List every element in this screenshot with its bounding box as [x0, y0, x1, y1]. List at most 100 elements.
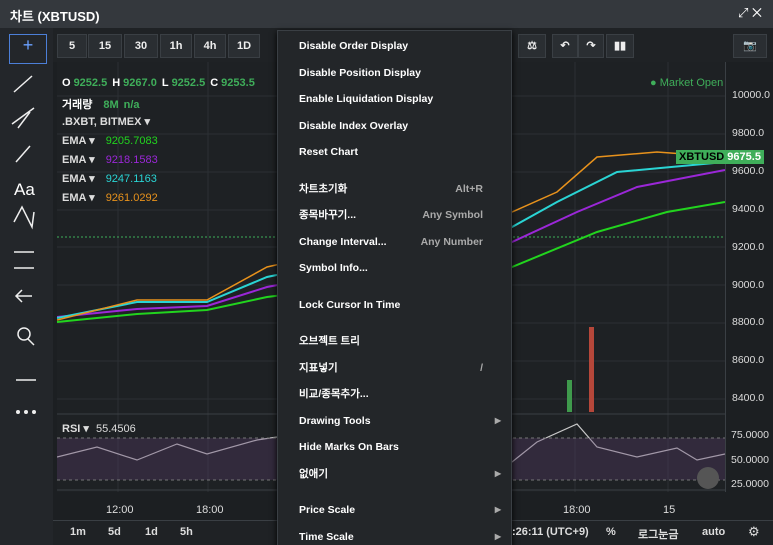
- price-tag: XBTUSD 9675.5: [676, 150, 764, 164]
- menu-label: 오브젝트 트리: [299, 335, 360, 347]
- volume-part: 8M: [103, 99, 119, 111]
- interval-button[interactable]: 1h: [160, 34, 192, 58]
- menu-label: Change Interval...: [299, 235, 387, 248]
- menu-item[interactable]: 차트초기화 Alt+R: [299, 176, 501, 202]
- menu-label: Lock Cursor In Time: [299, 298, 401, 311]
- settings-button[interactable]: ⚙: [748, 524, 760, 539]
- menu-shortcut: Any Number: [420, 235, 483, 248]
- menu-item[interactable]: Hide Marks On Bars: [299, 434, 501, 460]
- ema-value: 9261.0292: [105, 192, 158, 204]
- volume-part: n/a: [123, 99, 140, 111]
- menu-item[interactable]: Disable Index Overlay: [299, 113, 501, 139]
- ema-legend: EMA ▾ 9205.7083: [62, 135, 158, 147]
- menu-item[interactable]: Disable Order Display: [299, 33, 501, 59]
- ohlc-key: C: [210, 77, 219, 89]
- rsi-label: RSI: [62, 423, 81, 435]
- bottom-clock: :26:11 (UTC+9): [512, 526, 589, 538]
- range-button[interactable]: 1m: [70, 526, 86, 538]
- menu-label: Drawing Tools: [299, 414, 371, 427]
- range-button[interactable]: 5h: [180, 526, 193, 538]
- ohlc-value: 9253.5: [221, 77, 255, 89]
- compare-button[interactable]: ⚖: [518, 34, 546, 58]
- menu-item[interactable]: Reset Chart: [299, 139, 501, 165]
- context-menu: Disable Order Display Disable Position Di…: [277, 30, 512, 545]
- submenu-arrow: ▶: [494, 415, 501, 425]
- price-label: 8400.0: [732, 392, 765, 405]
- bottom-auto[interactable]: auto: [702, 526, 726, 538]
- menu-label: Enable Liquidation Display: [299, 93, 434, 105]
- ema-label: EMA: [62, 154, 87, 166]
- menu-label: Disable Position Display: [299, 66, 421, 79]
- text-tool[interactable]: Aa: [14, 180, 35, 199]
- ema-value: 9218.1583: [105, 154, 158, 166]
- menu-label: Time Scale: [299, 530, 354, 543]
- submenu-arrow: ▶: [494, 505, 501, 514]
- menu-label: Symbol Info...: [299, 262, 368, 274]
- menu-shortcut: Alt+R: [455, 182, 483, 195]
- tool-icons: [11, 75, 36, 414]
- volume-legend: 거래량 8M n/a: [62, 96, 140, 112]
- ema-legend: EMA ▾ 9218.1583: [62, 154, 158, 166]
- menu-label: Disable Index Overlay: [299, 119, 409, 132]
- price-tag-symbol: XBTUSD: [679, 151, 725, 163]
- redo-button[interactable]: ↷: [578, 34, 604, 58]
- market-status: ● Market Open: [650, 77, 724, 89]
- menu-item[interactable]: Drawing Tools ▶: [299, 408, 501, 434]
- price-label: 9200.0: [732, 240, 765, 253]
- window-controls[interactable]: ⤢ ✕: [738, 5, 762, 20]
- price-label: 9600.0: [732, 164, 765, 177]
- rsi-axis-label: 50.0000: [731, 453, 769, 466]
- menu-item[interactable]: Time Scale ▶: [299, 524, 501, 545]
- price-label: 8800.0: [732, 316, 765, 329]
- menu-item[interactable]: 비교/종목추가...: [299, 381, 501, 407]
- menu-item[interactable]: Price Scale ▶: [299, 497, 501, 523]
- interval-button[interactable]: 1D: [228, 34, 260, 58]
- interval-button[interactable]: 5: [57, 34, 87, 58]
- ohlc-key: O: [62, 77, 71, 89]
- time-label: 18:00: [563, 504, 591, 516]
- bottom-log[interactable]: 로그눈금: [638, 529, 679, 541]
- menu-item[interactable]: 종목바꾸기... Any Symbol: [299, 202, 501, 228]
- ema-value: 9205.7083: [105, 135, 158, 147]
- range-button[interactable]: 1d: [145, 526, 158, 538]
- rsi-legend: RSI ▾ 55.4506: [62, 423, 136, 435]
- ema-label: EMA: [62, 135, 87, 147]
- menu-item[interactable]: Disable Position Display: [299, 60, 501, 86]
- menu-item[interactable]: 없애기 ▶: [299, 461, 501, 487]
- menu-label: 비교/종목추가...: [299, 388, 369, 400]
- menu-label: Disable Order Display: [299, 40, 409, 52]
- ema-legend: EMA ▾ 9261.0292: [62, 192, 158, 204]
- ohlc-value: 9267.0: [123, 77, 157, 89]
- menu-item[interactable]: Lock Cursor In Time: [299, 292, 501, 318]
- screenshot-button[interactable]: 📷: [733, 34, 767, 58]
- menu-label: 없애기: [299, 467, 328, 480]
- time-label: 15: [663, 504, 676, 516]
- ema-label: EMA: [62, 173, 87, 185]
- title-bar: [0, 0, 773, 28]
- crosshair-tool[interactable]: +: [9, 34, 47, 64]
- price-axis: [725, 62, 773, 492]
- menu-item[interactable]: Enable Liquidation Display: [299, 86, 501, 112]
- indicators-button[interactable]: ▮▮: [606, 34, 634, 58]
- menu-item[interactable]: 오브젝트 트리: [299, 328, 501, 354]
- menu-label: Price Scale: [299, 504, 356, 516]
- range-button[interactable]: 5d: [108, 526, 121, 538]
- price-label: 9800.0: [732, 126, 765, 139]
- price-tag-price: 9675.5: [727, 151, 761, 163]
- menu-item[interactable]: Change Interval... Any Number: [299, 229, 501, 255]
- interval-button[interactable]: 4h: [194, 34, 226, 58]
- scroll-button[interactable]: [697, 467, 719, 489]
- menu-item[interactable]: 지표넣기 /: [299, 355, 501, 381]
- rsi-axis-label: 75.0000: [731, 429, 769, 441]
- menu-label: Hide Marks On Bars: [299, 441, 399, 453]
- ohlc-value: 9252.5: [171, 77, 206, 89]
- interval-button[interactable]: 15: [88, 34, 122, 58]
- interval-button[interactable]: 30: [124, 34, 158, 58]
- menu-item[interactable]: Symbol Info...: [299, 255, 501, 281]
- price-label: 9000.0: [732, 278, 765, 291]
- submenu-arrow: ▶: [494, 468, 501, 478]
- rsi-value: 55.4506: [95, 423, 136, 435]
- undo-button[interactable]: ↶: [552, 34, 578, 58]
- bottom-percent[interactable]: %: [606, 526, 616, 538]
